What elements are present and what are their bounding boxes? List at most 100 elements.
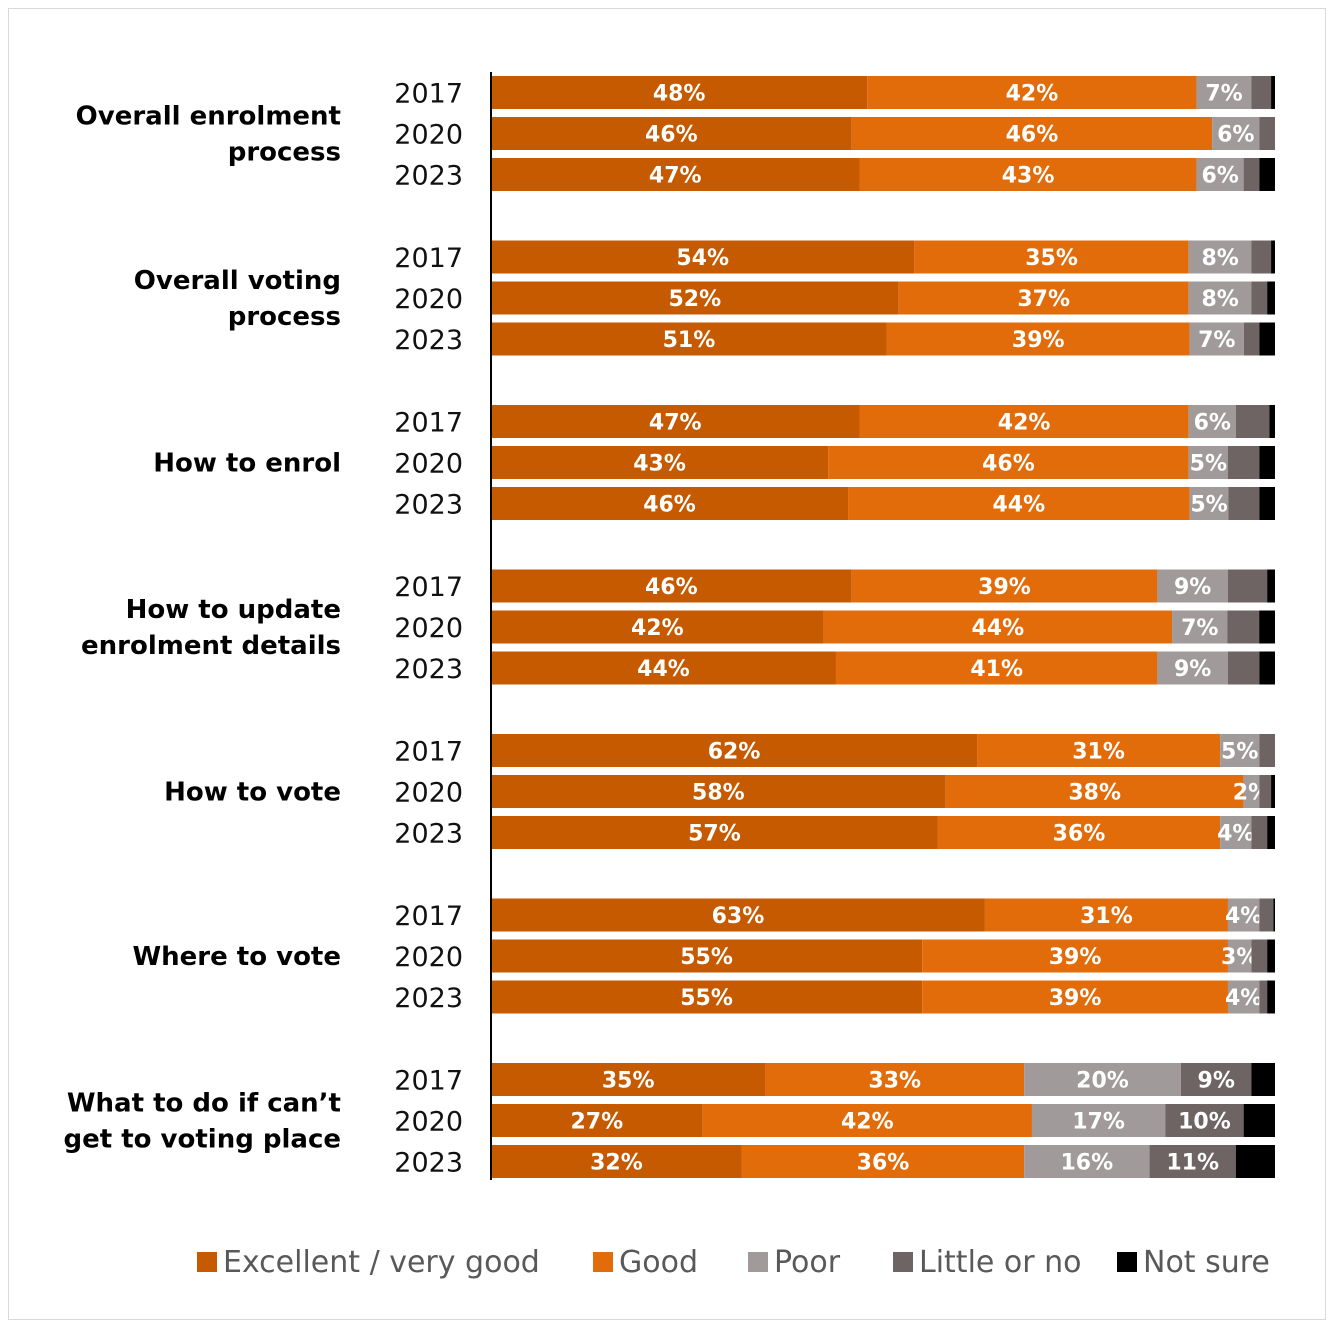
bar-segment — [1251, 1063, 1275, 1096]
bar-segment — [491, 569, 852, 603]
data-label: 9% — [1174, 575, 1211, 600]
year-label: 2023 — [394, 1148, 463, 1179]
data-label: 57% — [688, 822, 741, 847]
data-label: 55% — [680, 986, 733, 1011]
bar-segment — [922, 939, 1228, 973]
bar-segment — [491, 734, 978, 767]
year-label: 2023 — [394, 490, 463, 521]
bar-segment — [823, 610, 1173, 644]
data-label: 4% — [1217, 822, 1254, 847]
data-label: 46% — [645, 123, 698, 148]
data-label: 46% — [643, 493, 696, 518]
bar-segment — [1188, 281, 1252, 315]
bar-segment — [1251, 281, 1268, 315]
data-label: 42% — [841, 1110, 894, 1135]
legend: Excellent / very good Good Poor Little or n… — [0, 1240, 1333, 1284]
group-label: process — [228, 302, 341, 332]
data-label: 11% — [1166, 1151, 1219, 1176]
bar-segment — [1259, 158, 1275, 191]
year-label: 2017 — [394, 408, 463, 439]
bar-segment — [491, 1145, 742, 1178]
bar-segment — [1212, 117, 1260, 150]
data-label: 6% — [1201, 164, 1238, 189]
bar-segment — [1251, 76, 1272, 109]
bar-segment — [491, 980, 923, 1014]
group-label: Overall voting — [134, 266, 341, 296]
bar-segment — [1024, 1145, 1150, 1178]
bar-segment — [1196, 76, 1252, 109]
bar-segment — [1267, 980, 1275, 1014]
bar-segment — [1271, 76, 1275, 109]
group-label: process — [228, 138, 341, 168]
bar-segment — [491, 240, 915, 274]
data-label: 8% — [1201, 287, 1238, 312]
legend-item: Not sure — [1117, 1240, 1270, 1284]
bar-segment — [1271, 775, 1275, 808]
bar-segment — [1227, 569, 1268, 603]
bar-segment — [828, 446, 1189, 479]
data-label: 5% — [1190, 493, 1227, 518]
bar-segment — [491, 76, 868, 109]
data-label: 36% — [1053, 822, 1106, 847]
bar-segment — [1227, 446, 1260, 479]
bar-segment — [1251, 816, 1268, 849]
bar-segment — [1235, 405, 1270, 438]
bar-segment — [491, 610, 824, 644]
bar-segment — [491, 651, 836, 685]
year-label: 2023 — [394, 983, 463, 1014]
bar-segment — [851, 117, 1213, 150]
data-label: 17% — [1072, 1110, 1125, 1135]
bar-segment — [1157, 569, 1228, 603]
data-label: 54% — [676, 246, 729, 271]
bar-segment — [1188, 446, 1228, 479]
bar-segment — [491, 405, 860, 438]
bar-segment — [1188, 405, 1236, 438]
bar-segment — [491, 158, 860, 191]
bar-segment — [491, 816, 938, 849]
bar-segment — [1259, 487, 1275, 520]
data-label: 35% — [602, 1069, 655, 1094]
data-label: 9% — [1198, 1069, 1235, 1094]
bar-segment — [1180, 1063, 1252, 1096]
data-label: 7% — [1198, 328, 1235, 353]
data-label: 46% — [645, 575, 698, 600]
bar-segment — [1189, 487, 1229, 520]
data-label: 32% — [590, 1151, 643, 1176]
bar-segment — [1267, 939, 1275, 973]
bar-segment — [1269, 405, 1275, 438]
group-label: get to voting place — [63, 1125, 341, 1155]
bar-segment — [835, 651, 1158, 685]
bar-segment — [886, 322, 1190, 356]
group-label: Overall enrolment — [76, 102, 341, 132]
bar-segment — [1157, 651, 1228, 685]
data-label: 38% — [1068, 781, 1121, 806]
data-label: 52% — [669, 287, 722, 312]
legend-swatch — [748, 1252, 768, 1272]
bar-segment — [491, 322, 887, 356]
data-label: 31% — [1072, 740, 1125, 765]
bar-segment — [1259, 322, 1275, 356]
year-label: 2017 — [394, 737, 463, 768]
data-label: 39% — [1049, 945, 1102, 970]
data-label: 48% — [653, 82, 706, 107]
bar-segment — [945, 775, 1244, 808]
year-label: 2020 — [394, 449, 463, 480]
year-label: 2020 — [394, 284, 463, 315]
legend-label: Little or no — [919, 1244, 1082, 1280]
group-label: How to vote — [164, 778, 341, 808]
bar-segment — [922, 980, 1228, 1014]
data-label: 6% — [1217, 123, 1254, 148]
data-label: 16% — [1061, 1151, 1114, 1176]
group-label: enrolment details — [81, 631, 341, 661]
data-label: 42% — [998, 411, 1051, 436]
bar-segment — [702, 1104, 1032, 1137]
data-label: 43% — [1002, 164, 1055, 189]
bar-segment — [859, 405, 1189, 438]
bar-segment — [1228, 487, 1260, 520]
data-label: 42% — [1006, 82, 1059, 107]
data-label: 33% — [868, 1069, 921, 1094]
data-label: 39% — [978, 575, 1031, 600]
group-label: How to update — [126, 595, 341, 625]
bar-segment — [1031, 1104, 1166, 1137]
